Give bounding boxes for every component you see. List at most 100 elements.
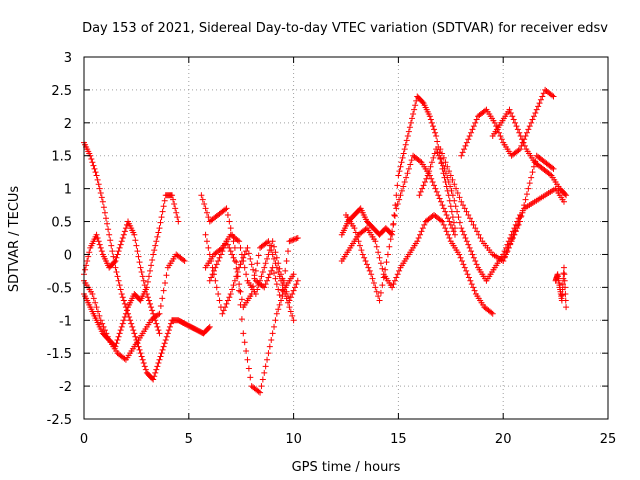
data-point — [199, 196, 206, 203]
data-point — [114, 337, 121, 344]
data-point — [156, 225, 163, 232]
data-point — [213, 261, 220, 268]
data-point — [449, 176, 456, 183]
data-point — [148, 304, 155, 311]
data-point — [451, 231, 458, 238]
data-point — [265, 238, 272, 245]
data-point — [550, 165, 557, 172]
data-point — [460, 261, 467, 268]
data-point — [285, 299, 292, 306]
data-point — [293, 281, 300, 288]
data-point — [430, 154, 437, 161]
data-point — [523, 129, 530, 136]
data-point — [226, 244, 233, 251]
data-point — [181, 258, 188, 265]
data-point — [379, 282, 386, 289]
data-point — [515, 221, 522, 228]
data-point — [437, 156, 444, 163]
data-point — [275, 269, 282, 276]
data-points — [81, 86, 570, 396]
data-point — [240, 254, 247, 261]
data-point — [429, 123, 436, 130]
data-point — [368, 271, 375, 278]
data-point — [516, 218, 523, 225]
data-point — [391, 213, 398, 220]
data-point — [114, 273, 121, 280]
data-point — [287, 294, 294, 301]
data-point — [517, 132, 524, 139]
data-point — [473, 261, 480, 268]
data-point — [290, 317, 297, 324]
y-tick-label: -1 — [59, 314, 72, 329]
data-point — [383, 259, 390, 266]
data-point — [157, 303, 164, 310]
data-point — [511, 231, 518, 238]
data-point — [359, 251, 366, 258]
data-point — [162, 279, 169, 286]
data-point — [149, 307, 156, 314]
data-point — [248, 261, 255, 268]
data-point — [142, 366, 149, 373]
data-point — [198, 192, 205, 199]
data-point — [238, 296, 245, 303]
data-point — [116, 330, 123, 337]
data-point — [435, 152, 442, 159]
data-point — [117, 286, 124, 293]
data-point — [236, 281, 243, 288]
data-point — [222, 304, 229, 311]
data-point — [90, 162, 97, 169]
data-point — [238, 316, 245, 323]
data-point — [201, 200, 208, 207]
data-point — [376, 297, 383, 304]
y-tick-label: -0.5 — [47, 281, 72, 296]
data-point — [224, 241, 231, 248]
data-point — [562, 284, 569, 291]
data-point — [363, 261, 370, 268]
data-point — [372, 238, 379, 245]
data-point — [471, 287, 478, 294]
data-point — [462, 142, 469, 149]
data-point — [403, 174, 410, 181]
data-point — [562, 191, 569, 198]
data-point — [278, 277, 285, 284]
data-point — [446, 168, 453, 175]
data-point — [397, 163, 404, 170]
data-point — [117, 241, 124, 248]
data-point — [236, 238, 243, 245]
data-point — [423, 175, 430, 182]
data-point — [442, 159, 449, 166]
data-point — [402, 141, 409, 148]
data-point — [294, 277, 301, 284]
data-point — [226, 294, 233, 301]
data-point — [414, 238, 421, 245]
data-point — [291, 236, 298, 243]
data-point — [223, 238, 230, 245]
data-point — [549, 92, 556, 99]
data-point — [283, 295, 290, 302]
data-point — [424, 172, 431, 179]
data-point — [500, 258, 507, 265]
data-point — [380, 274, 387, 281]
data-point — [157, 219, 164, 226]
data-point — [233, 259, 240, 266]
data-point — [521, 142, 528, 149]
data-point — [220, 307, 227, 314]
data-point — [122, 310, 129, 317]
data-point — [234, 273, 241, 280]
data-point — [382, 266, 389, 273]
data-point — [82, 266, 89, 273]
y-tick-label: 2.5 — [51, 84, 72, 99]
data-point — [254, 260, 261, 267]
data-point — [145, 273, 152, 280]
data-point — [466, 132, 473, 139]
data-point — [560, 198, 567, 205]
data-point — [112, 258, 119, 265]
x-tick-label: 25 — [600, 432, 617, 447]
data-point — [110, 253, 117, 260]
data-point — [404, 170, 411, 177]
data-point — [137, 350, 144, 357]
data-point — [234, 237, 241, 244]
data-point — [209, 271, 216, 278]
y-tick-label: 2 — [64, 117, 72, 132]
data-point — [118, 323, 125, 330]
